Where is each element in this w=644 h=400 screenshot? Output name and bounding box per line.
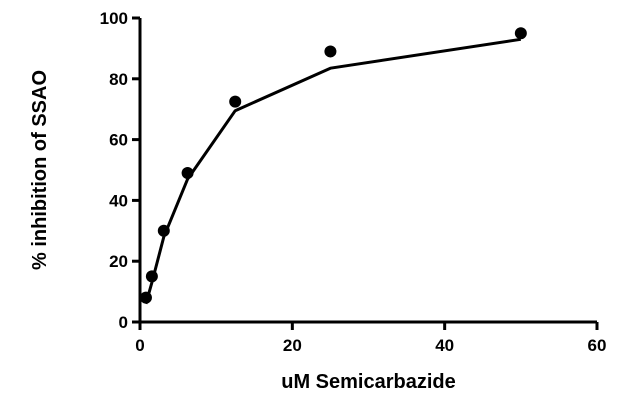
data-point bbox=[139, 291, 152, 304]
y-tick-label: 20 bbox=[109, 252, 128, 271]
y-tick-label: 80 bbox=[109, 70, 128, 89]
y-tick-label: 100 bbox=[100, 9, 128, 28]
data-point bbox=[181, 167, 194, 180]
data-point bbox=[324, 45, 337, 58]
y-tick-label: 0 bbox=[119, 313, 128, 332]
data-point bbox=[157, 224, 170, 237]
plot-area: 0 20 40 60 80 100 0 20 40 60 bbox=[100, 9, 607, 355]
x-tick-label: 20 bbox=[283, 336, 302, 355]
data-point bbox=[145, 270, 158, 283]
fit-curve bbox=[144, 37, 522, 305]
y-tick-label: 40 bbox=[109, 191, 128, 210]
data-point bbox=[229, 95, 242, 108]
x-tick-label: 0 bbox=[135, 336, 144, 355]
x-tick-label: 40 bbox=[435, 336, 454, 355]
data-point bbox=[514, 27, 527, 40]
y-tick-label: 60 bbox=[109, 131, 128, 150]
x-tick-label: 60 bbox=[588, 336, 607, 355]
x-axis-title: uM Semicarbazide bbox=[281, 371, 456, 393]
y-axis-title: % inhibition of SSAO bbox=[29, 70, 51, 270]
